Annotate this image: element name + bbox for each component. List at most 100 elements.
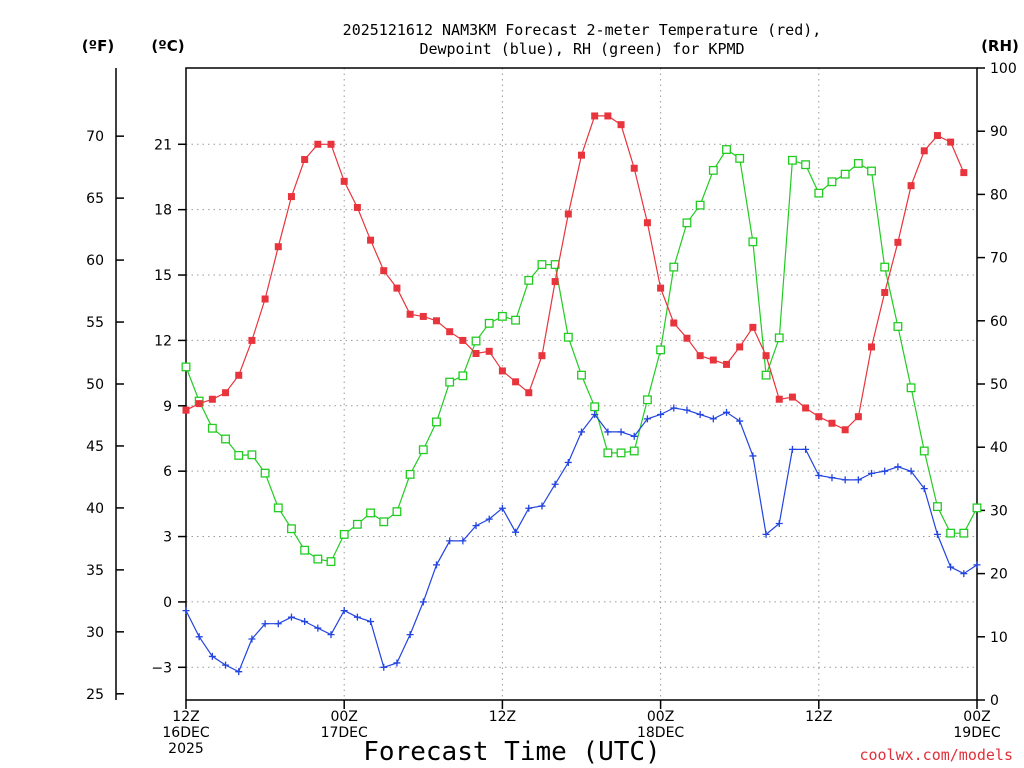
temperature-point bbox=[749, 323, 757, 331]
fahrenheit-tick-label: 30 bbox=[86, 625, 104, 641]
temperature-point bbox=[657, 284, 665, 292]
celsius-tick-label: 9 bbox=[163, 399, 172, 415]
dewpoint-point bbox=[512, 528, 520, 536]
fahrenheit-tick-label: 70 bbox=[86, 129, 104, 145]
dewpoint-point bbox=[828, 474, 836, 482]
temperature-point bbox=[525, 389, 533, 397]
rh-point bbox=[827, 177, 837, 187]
dewpoint-point bbox=[933, 530, 941, 538]
dewpoint-point bbox=[459, 537, 467, 545]
x-axis-title: Forecast Time (UTC) bbox=[363, 737, 660, 767]
rh-point bbox=[722, 145, 731, 154]
rh-point bbox=[761, 370, 771, 380]
temperature-point bbox=[432, 317, 440, 325]
rh-point bbox=[695, 200, 705, 210]
rh-tick-label: 100 bbox=[990, 61, 1017, 77]
temperature-point bbox=[841, 426, 849, 434]
rh-point bbox=[445, 377, 455, 387]
temperature-point bbox=[327, 140, 335, 148]
rh-point bbox=[366, 508, 376, 518]
dewpoint-point bbox=[195, 633, 203, 641]
dewpoint-point bbox=[643, 415, 651, 423]
dewpoint-point bbox=[248, 635, 256, 643]
time-tick-label: 19DEC bbox=[953, 725, 1000, 741]
dewpoint-point bbox=[182, 607, 190, 615]
dewpoint-point bbox=[578, 428, 585, 436]
dewpoint-point bbox=[841, 476, 849, 484]
temperature-point bbox=[696, 352, 704, 360]
time-tick-label: 12Z bbox=[172, 709, 199, 725]
dewpoint-line bbox=[185, 407, 978, 673]
rh-point bbox=[801, 160, 811, 170]
fahrenheit-tick-label: 60 bbox=[86, 253, 104, 269]
dewpoint-series bbox=[182, 404, 981, 676]
rh-point bbox=[405, 469, 415, 479]
rh-point bbox=[708, 165, 718, 175]
temperature-point bbox=[564, 210, 572, 218]
dewpoint-point bbox=[525, 504, 533, 512]
rh-point bbox=[735, 153, 745, 163]
rh-point bbox=[221, 434, 230, 444]
temperature-point bbox=[868, 343, 876, 351]
dewpoint-point bbox=[736, 417, 744, 425]
temperature-point bbox=[762, 352, 770, 360]
rh-point bbox=[919, 446, 929, 456]
source-credit[interactable]: coolwx.com/models bbox=[859, 746, 1013, 764]
rh-tick-label: 10 bbox=[990, 630, 1008, 646]
dewpoint-point bbox=[485, 515, 493, 523]
rh-point bbox=[326, 557, 336, 567]
temperature-point bbox=[736, 343, 744, 351]
dewpoint-point bbox=[723, 408, 731, 416]
dewpoint-point bbox=[419, 598, 427, 606]
celsius-tick-label: 3 bbox=[163, 530, 172, 546]
dewpoint-point bbox=[287, 613, 295, 621]
dewpoint-point bbox=[775, 519, 783, 527]
temperature-point bbox=[301, 156, 309, 164]
rh-tick-label: 30 bbox=[990, 503, 1008, 519]
dewpoint-point bbox=[353, 613, 361, 621]
temperature-point bbox=[512, 378, 520, 386]
time-tick-label: 2025 bbox=[168, 741, 204, 757]
rh-point bbox=[669, 262, 679, 272]
temperature-point bbox=[709, 356, 717, 364]
temperature-point bbox=[222, 389, 230, 397]
fahrenheit-tick-label: 40 bbox=[86, 501, 104, 517]
fahrenheit-unit-label: (ºF) bbox=[82, 37, 114, 55]
dewpoint-point bbox=[683, 406, 691, 414]
dewpoint-point bbox=[498, 504, 506, 512]
rh-point bbox=[260, 468, 270, 478]
dewpoint-point bbox=[630, 432, 638, 440]
celsius-axis: −3 0 3 6 9 12 15 18 21 bbox=[151, 137, 186, 676]
rh-point bbox=[787, 155, 797, 165]
time-tick-label: 00Z bbox=[330, 709, 357, 725]
rh-point bbox=[511, 315, 521, 325]
dewpoint-point bbox=[947, 563, 955, 571]
temperature-point bbox=[907, 182, 915, 190]
rh-unit-label: (RH) bbox=[981, 37, 1019, 55]
temperature-point bbox=[208, 395, 216, 403]
rh-point bbox=[972, 503, 982, 513]
temperature-point bbox=[881, 288, 889, 296]
dewpoint-point bbox=[446, 537, 454, 545]
rh-point bbox=[893, 322, 903, 331]
dewpoint-point bbox=[406, 631, 414, 639]
dewpoint-point bbox=[868, 469, 876, 477]
rh-point bbox=[682, 218, 692, 228]
temperature-point bbox=[498, 367, 506, 375]
rh-point bbox=[774, 333, 784, 343]
fahrenheit-tick-label: 35 bbox=[86, 563, 104, 579]
dewpoint-point bbox=[709, 415, 717, 423]
rh-tick-label: 70 bbox=[990, 251, 1008, 267]
temperature-point bbox=[815, 413, 823, 421]
dewpoint-point bbox=[696, 411, 704, 419]
rh-point bbox=[867, 166, 876, 176]
temperature-point bbox=[617, 121, 625, 129]
rh-tick-label: 80 bbox=[990, 187, 1008, 203]
rh-point bbox=[537, 260, 547, 270]
temperature-point bbox=[353, 203, 361, 211]
temperature-point bbox=[723, 360, 731, 368]
temperature-point bbox=[788, 393, 796, 401]
celsius-unit-label: (ºC) bbox=[151, 37, 184, 55]
dewpoint-point bbox=[235, 668, 243, 676]
